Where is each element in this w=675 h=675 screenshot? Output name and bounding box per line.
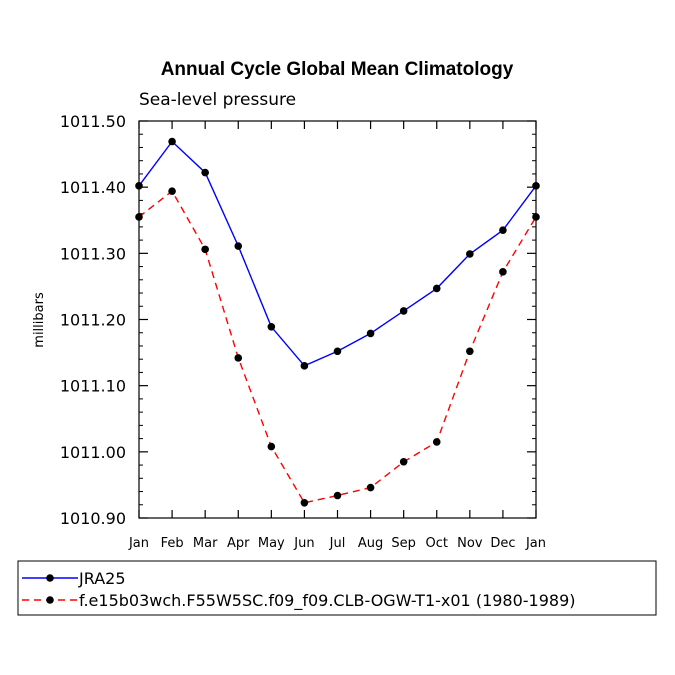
- x-tick-labels: Jan Feb Mar Apr May Jun Jul Aug Sep Oct Nov Dec Jan: [128, 536, 546, 551]
- legend: JRA25 f.e15b03wch.F55W5SC.f09_f09.CLB-OGW…: [22, 569, 576, 611]
- data-point: [135, 213, 143, 221]
- chart-title: Annual Cycle Global Mean Climatology: [161, 59, 514, 80]
- data-point: [201, 168, 209, 177]
- data-point: [399, 307, 408, 315]
- data-point: [234, 354, 243, 362]
- data-point: [466, 347, 474, 356]
- x-tick-label: Jan: [128, 536, 149, 551]
- data-point: [366, 483, 375, 492]
- y-tick-label: 1011.10: [60, 377, 126, 396]
- y-tick-labels: 1010.90 1011.00 1011.10 1011.20 1011.30 1011.…: [60, 112, 126, 528]
- y-axis-label: millibars: [32, 292, 47, 348]
- x-tick-label: Jul: [329, 536, 346, 551]
- data-point: [300, 498, 309, 507]
- data-point: [532, 182, 540, 190]
- data-point: [201, 245, 209, 254]
- legend-entry-label: f.e15b03wch.F55W5SC.f09_f09.CLB-OGW-T1-x…: [79, 591, 576, 611]
- x-tick-label: Dec: [490, 536, 515, 551]
- x-tick-label: Nov: [457, 536, 483, 551]
- data-point: [333, 347, 342, 356]
- y-tick-label: 1011.00: [60, 443, 126, 462]
- data-point: [499, 268, 507, 276]
- legend-swatch-marker: [46, 574, 54, 582]
- data-point: [432, 284, 441, 293]
- data-point: [499, 226, 507, 234]
- y-tick-label: 1010.90: [60, 509, 126, 528]
- legend-entry-label: JRA25: [78, 569, 126, 588]
- x-tick-label: May: [258, 536, 285, 551]
- data-point: [168, 187, 176, 195]
- x-tick-label: Jun: [293, 536, 314, 551]
- x-tick-label: Apr: [227, 536, 250, 551]
- x-tick-label: Oct: [426, 536, 448, 551]
- x-tick-label: Jan: [525, 536, 546, 551]
- data-point: [300, 362, 309, 370]
- y-tick-label: 1011.30: [60, 244, 126, 263]
- series-layer: [135, 137, 540, 507]
- series-line: [138, 140, 537, 367]
- chart-subtitle: Sea-level pressure: [139, 90, 296, 110]
- legend-box: [17, 560, 657, 616]
- data-point: [168, 137, 176, 146]
- x-tick-label: Feb: [161, 536, 184, 551]
- y-tick-label: 1011.20: [60, 311, 126, 330]
- data-point: [333, 491, 342, 500]
- data-point: [432, 438, 441, 446]
- data-point: [532, 213, 540, 221]
- data-point: [234, 242, 243, 250]
- x-tick-label: Aug: [358, 536, 383, 551]
- x-tick-label: Sep: [391, 536, 416, 551]
- axis-ticks: [138, 120, 537, 519]
- data-point: [466, 250, 474, 258]
- y-tick-label: 1011.50: [60, 112, 126, 131]
- data-point: [267, 442, 276, 451]
- series-line: [138, 190, 537, 504]
- y-tick-label: 1011.40: [60, 178, 126, 197]
- plot-frame: [138, 120, 537, 519]
- data-point: [135, 182, 143, 190]
- data-point: [366, 329, 375, 338]
- data-point: [267, 322, 276, 331]
- data-point: [399, 457, 408, 466]
- legend-swatch-marker: [46, 596, 54, 604]
- x-tick-label: Mar: [193, 536, 218, 551]
